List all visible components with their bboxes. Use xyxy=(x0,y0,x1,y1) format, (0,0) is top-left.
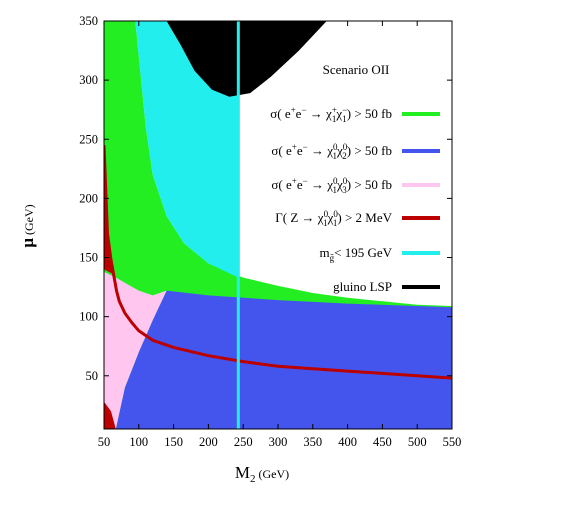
x-tick-label: 350 xyxy=(303,435,322,449)
neutralino12-region xyxy=(115,290,452,429)
x-tick-label: 300 xyxy=(269,435,288,449)
x-tick-label: 500 xyxy=(408,435,427,449)
x-tick-label: 50 xyxy=(98,435,111,449)
chart-title: Scenario OII xyxy=(323,62,390,77)
zwidth-region-upper xyxy=(104,145,113,275)
x-tick-label: 400 xyxy=(338,435,357,449)
x-tick-label: 150 xyxy=(164,435,183,449)
y-tick-label: 150 xyxy=(79,251,98,265)
legend-label-zwidth: Γ( Z → χ0 1χ0 1) > 2 MeV xyxy=(275,209,392,228)
y-tick-label: 200 xyxy=(79,191,98,205)
y-axis-label-unit: (GeV) xyxy=(22,204,36,235)
legend-label-chargino: σ( e+e− → χ+ 1χ− 1) > 50 fb xyxy=(270,105,392,124)
y-tick-label: 250 xyxy=(79,132,98,146)
zwidth-region-lower xyxy=(104,401,116,429)
x-tick-label: 550 xyxy=(443,435,462,449)
gluino-lsp-region xyxy=(166,21,327,97)
y-tick-label: 300 xyxy=(79,73,98,87)
x-tick-label: 200 xyxy=(199,435,218,449)
legend-label-neutralino13: σ( e+e− → χ0 1χ0 3) > 50 fb xyxy=(271,176,392,195)
y-tick-label: 50 xyxy=(86,369,99,383)
y-axis-label: μ (GeV) xyxy=(18,204,37,247)
zwidth-curve xyxy=(104,145,452,380)
x-tick-label: 250 xyxy=(234,435,253,449)
x-tick-label: 100 xyxy=(129,435,148,449)
y-tick-label: 100 xyxy=(79,310,98,324)
x-axis-label-sub: 2 xyxy=(250,473,256,485)
legend-label-neutralino12: σ( e+e− → χ0 1χ0 2) > 50 fb xyxy=(271,142,392,161)
x-axis-label-main: M xyxy=(235,463,250,482)
x-axis-label-unit: (GeV) xyxy=(258,467,289,481)
y-axis-label-main: μ xyxy=(18,238,37,248)
neutralino13-region xyxy=(104,271,167,429)
legend-label-gluino: mg̃< 195 GeV xyxy=(319,245,392,263)
x-tick-label: 450 xyxy=(373,435,392,449)
legend-label-lsp: gluino LSP xyxy=(333,279,392,294)
y-tick-label: 350 xyxy=(79,14,98,28)
x-axis-label: M2 (GeV) xyxy=(235,463,289,485)
